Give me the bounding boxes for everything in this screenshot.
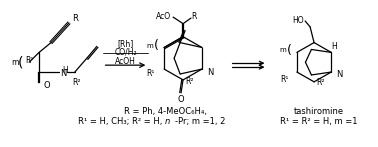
Text: R: R [72,14,78,23]
Text: R = Ph, 4-MeOC₆H₄,: R = Ph, 4-MeOC₆H₄, [124,107,207,116]
Text: -Pr; m =1, 2: -Pr; m =1, 2 [175,117,226,126]
Text: R²: R² [316,78,325,87]
Text: (: ( [287,44,291,57]
Text: [Rh]: [Rh] [117,39,133,48]
Text: H: H [332,42,337,51]
Text: N: N [207,67,213,77]
Text: O: O [44,81,50,90]
Text: R²: R² [73,78,81,87]
Text: m: m [12,58,19,67]
Text: HO: HO [293,16,304,25]
Text: R¹ = R² = H, m =1: R¹ = R² = H, m =1 [280,117,358,126]
Text: R¹: R¹ [25,56,33,65]
Text: R²: R² [185,77,194,86]
Text: (: ( [154,39,159,52]
Text: m: m [147,42,153,49]
Text: N: N [60,70,66,78]
Text: CO/H₂: CO/H₂ [114,48,137,57]
Text: N: N [336,70,342,80]
Text: tashiromine: tashiromine [294,107,344,116]
Text: H: H [62,66,68,75]
Text: O: O [178,95,184,104]
Text: R: R [191,12,196,21]
Text: AcO: AcO [156,12,171,21]
Text: R¹ = H, CH₃; R² = H,: R¹ = H, CH₃; R² = H, [78,117,165,126]
Text: R¹: R¹ [280,75,289,84]
Text: AcOH: AcOH [115,57,136,66]
Text: m: m [280,47,287,54]
Text: n: n [165,117,170,126]
Text: (: ( [17,55,23,69]
Text: R¹: R¹ [146,70,154,78]
